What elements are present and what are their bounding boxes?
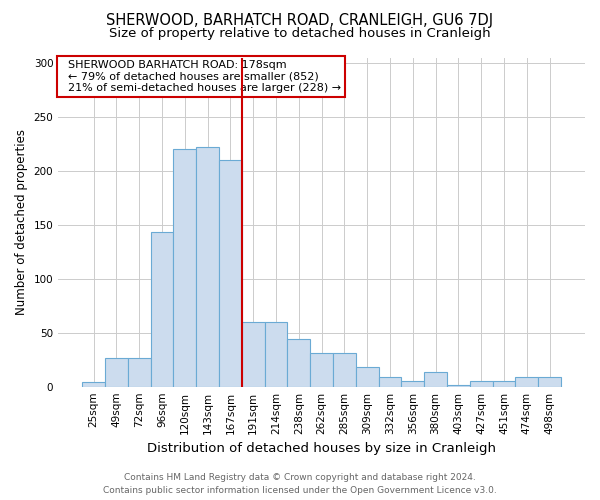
Bar: [310, 353, 333, 386]
Bar: [401, 382, 424, 386]
X-axis label: Distribution of detached houses by size in Cranleigh: Distribution of detached houses by size …: [147, 442, 496, 455]
Bar: [538, 377, 561, 386]
Bar: [287, 339, 310, 386]
Bar: [424, 372, 447, 386]
Bar: [151, 232, 173, 386]
Bar: [356, 368, 379, 386]
Bar: [196, 147, 219, 386]
Bar: [128, 358, 151, 386]
Bar: [242, 322, 265, 386]
Bar: [515, 377, 538, 386]
Bar: [493, 382, 515, 386]
Bar: [470, 382, 493, 386]
Text: SHERWOOD BARHATCH ROAD: 178sqm
  ← 79% of detached houses are smaller (852)
  21: SHERWOOD BARHATCH ROAD: 178sqm ← 79% of …: [61, 60, 341, 94]
Bar: [447, 384, 470, 386]
Bar: [173, 149, 196, 386]
Bar: [82, 382, 105, 386]
Bar: [219, 160, 242, 386]
Bar: [265, 322, 287, 386]
Bar: [379, 377, 401, 386]
Text: Contains HM Land Registry data © Crown copyright and database right 2024.
Contai: Contains HM Land Registry data © Crown c…: [103, 474, 497, 495]
Y-axis label: Number of detached properties: Number of detached properties: [15, 129, 28, 315]
Bar: [333, 353, 356, 386]
Text: SHERWOOD, BARHATCH ROAD, CRANLEIGH, GU6 7DJ: SHERWOOD, BARHATCH ROAD, CRANLEIGH, GU6 …: [106, 12, 494, 28]
Text: Size of property relative to detached houses in Cranleigh: Size of property relative to detached ho…: [109, 28, 491, 40]
Bar: [105, 358, 128, 386]
